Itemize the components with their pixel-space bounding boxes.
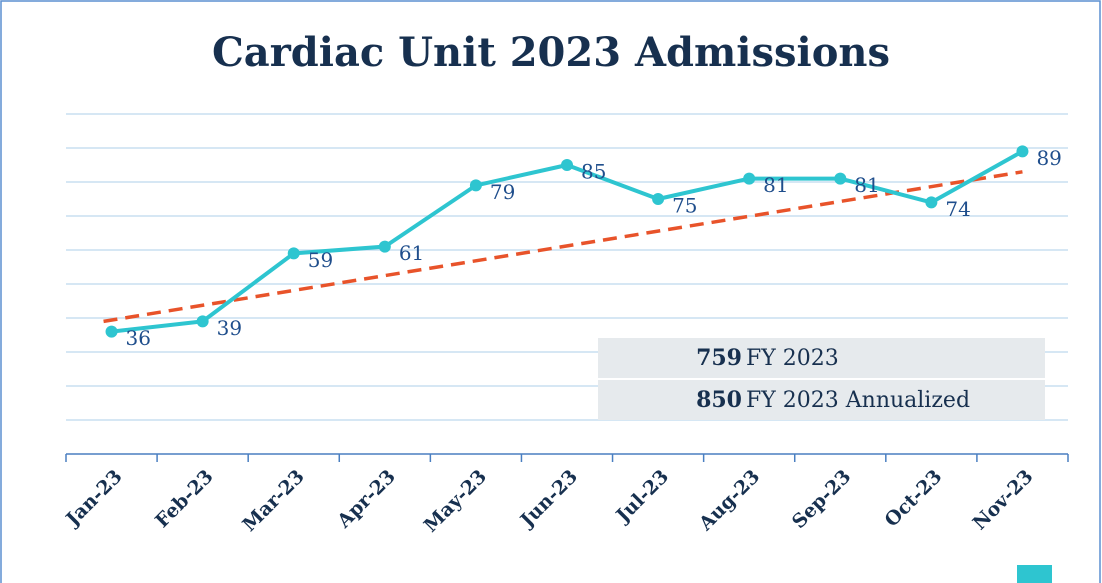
summary-row <box>598 338 1045 378</box>
summary-value: 850 <box>696 387 742 413</box>
data-point <box>925 196 938 209</box>
data-label: 79 <box>490 180 515 204</box>
data-label: 81 <box>854 173 879 197</box>
data-label: 59 <box>308 248 333 272</box>
data-point <box>743 172 756 185</box>
summary-row <box>598 380 1045 420</box>
summary-label: FY 2023 <box>746 346 839 371</box>
data-point <box>1016 145 1029 158</box>
data-label: 39 <box>217 316 242 340</box>
chart-title: Cardiac Unit 2023 Admissions <box>212 29 890 76</box>
summary-value: 759 <box>696 345 742 371</box>
trendline <box>103 170 1023 324</box>
data-label: 89 <box>1036 146 1061 170</box>
summary-label: FY 2023 Annualized <box>746 388 970 413</box>
data-point <box>652 193 665 205</box>
data-point <box>378 240 391 253</box>
data-point <box>105 325 118 338</box>
data-point <box>834 172 847 185</box>
data-point <box>469 179 482 192</box>
data-label: 81 <box>763 173 788 197</box>
data-label: 61 <box>399 241 424 265</box>
data-label: 36 <box>126 326 151 350</box>
data-point <box>196 315 209 328</box>
data-label: 74 <box>945 197 970 221</box>
data-label: 85 <box>581 160 606 184</box>
data-point <box>561 159 573 171</box>
data-point <box>287 247 300 260</box>
data-label: 75 <box>672 194 697 218</box>
legend-swatch <box>1017 565 1052 583</box>
